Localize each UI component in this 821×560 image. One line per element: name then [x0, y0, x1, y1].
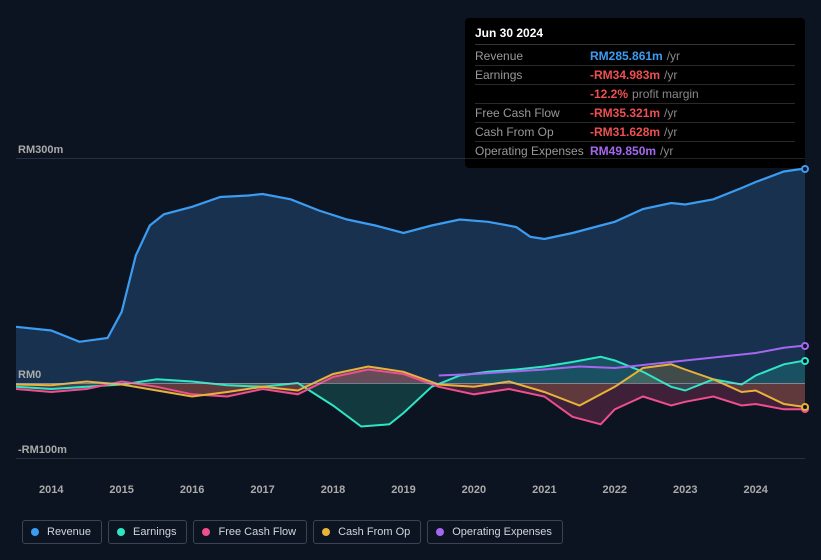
tooltip-date: Jun 30 2024	[475, 26, 795, 45]
legend-item-earnings[interactable]: Earnings	[108, 520, 187, 544]
tooltip-row-unit: /yr	[660, 144, 673, 158]
tooltip-row-value: -RM35.321m	[590, 106, 660, 120]
gridline	[16, 458, 805, 459]
tooltip-row: Earnings-RM34.983m/yr	[475, 66, 795, 85]
tooltip-row-label: Operating Expenses	[475, 144, 590, 158]
tooltip-row-label: Revenue	[475, 49, 590, 63]
chart-svg	[16, 158, 805, 458]
tooltip-row-label: Free Cash Flow	[475, 106, 590, 120]
x-axis-label: 2023	[673, 484, 697, 496]
tooltip-row-value: RM49.850m	[590, 144, 656, 158]
tooltip-row-label: Cash From Op	[475, 125, 590, 139]
tooltip-panel: Jun 30 2024 RevenueRM285.861m/yrEarnings…	[465, 18, 805, 168]
revenue-end-dot	[801, 165, 809, 173]
tooltip-sub-value: -12.2%	[590, 87, 628, 101]
tooltip-row-value: -RM34.983m	[590, 68, 660, 82]
cfo-legend-dot-icon	[322, 528, 330, 536]
earnings-legend-dot-icon	[117, 528, 125, 536]
legend-item-fcf[interactable]: Free Cash Flow	[193, 520, 307, 544]
tooltip-row: Cash From Op-RM31.628m/yr	[475, 123, 795, 142]
legend-label: Revenue	[47, 526, 91, 538]
legend-label: Operating Expenses	[452, 526, 552, 538]
opex-legend-dot-icon	[436, 528, 444, 536]
legend-label: Free Cash Flow	[218, 526, 296, 538]
gridline	[16, 383, 805, 384]
legend-item-opex[interactable]: Operating Expenses	[427, 520, 563, 544]
x-axis-label: 2021	[532, 484, 556, 496]
tooltip-row-unit: /yr	[667, 49, 680, 63]
gridline	[16, 158, 805, 159]
x-axis-label: 2017	[250, 484, 274, 496]
revenue-legend-dot-icon	[31, 528, 39, 536]
x-axis-label: 2024	[743, 484, 767, 496]
cfo-end-dot	[801, 403, 809, 411]
legend-label: Earnings	[133, 526, 176, 538]
tooltip-row-unit: /yr	[664, 68, 677, 82]
earnings-end-dot	[801, 357, 809, 365]
tooltip-row-unit: /yr	[664, 125, 677, 139]
x-axis-label: 2015	[109, 484, 133, 496]
x-axis-label: 2022	[603, 484, 627, 496]
x-axis-labels: 2014 2015 2016 2017 2018 2019 2020 2021 2022 2023…	[16, 484, 805, 500]
tooltip-row-label: Earnings	[475, 68, 590, 82]
tooltip-row: RevenueRM285.861m/yr	[475, 47, 795, 66]
y-axis-label: RM0	[18, 369, 41, 381]
tooltip-row-value: RM285.861m	[590, 49, 663, 63]
line-chart[interactable]: RM300mRM0-RM100m	[16, 158, 805, 478]
x-axis-label: 2016	[180, 484, 204, 496]
legend: Revenue Earnings Free Cash Flow Cash From O…	[22, 520, 563, 544]
x-axis-label: 2019	[391, 484, 415, 496]
legend-item-revenue[interactable]: Revenue	[22, 520, 102, 544]
tooltip-row: Free Cash Flow-RM35.321m/yr	[475, 104, 795, 123]
legend-item-cfo[interactable]: Cash From Op	[313, 520, 421, 544]
x-axis-label: 2020	[462, 484, 486, 496]
y-axis-label: RM300m	[18, 144, 63, 156]
tooltip-row-unit: /yr	[664, 106, 677, 120]
tooltip-subrow: -12.2% profit margin	[475, 85, 795, 104]
opex-end-dot	[801, 342, 809, 350]
x-axis-label: 2018	[321, 484, 345, 496]
legend-label: Cash From Op	[338, 526, 410, 538]
tooltip-row-value: -RM31.628m	[590, 125, 660, 139]
x-axis-label: 2014	[39, 484, 63, 496]
y-axis-label: -RM100m	[18, 444, 67, 456]
tooltip-sub-text: profit margin	[632, 87, 699, 101]
revenue-area	[16, 169, 805, 384]
fcf-legend-dot-icon	[202, 528, 210, 536]
